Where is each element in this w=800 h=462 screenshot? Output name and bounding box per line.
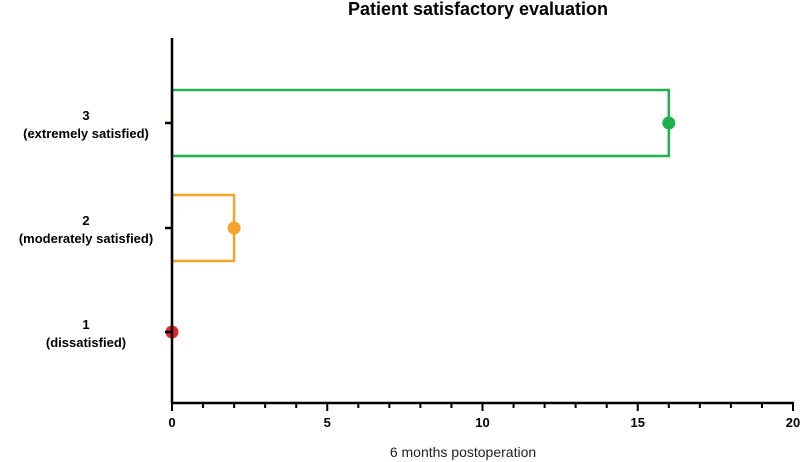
bars-layer [170,88,671,263]
bar [170,88,671,158]
category-score: 2 [82,213,89,228]
x-tick-labels: 0 5 10 15 20 [168,415,800,430]
x-tick-label: 15 [631,415,645,430]
x-tick-label: 5 [324,415,331,430]
category-score: 1 [82,317,89,332]
x-tick-label: 20 [786,415,800,430]
chart-title: Patient satisfactory evaluation [348,0,608,19]
category-label: (moderately satisfied) [19,231,153,246]
x-tick-label: 10 [475,415,489,430]
data-point [227,221,241,235]
category-labels: 3 (extremely satisfied) 2 (moderately satis… [19,108,153,350]
category-score: 3 [82,108,89,123]
data-point [662,116,676,130]
category-label: (dissatisfied) [46,335,126,350]
axes-layer [165,38,794,411]
bar [170,193,236,263]
x-axis-label: 6 months postoperation [390,444,536,460]
category-label: (extremely satisfied) [23,126,149,141]
x-tick-label: 0 [168,415,175,430]
points-layer [165,116,676,339]
